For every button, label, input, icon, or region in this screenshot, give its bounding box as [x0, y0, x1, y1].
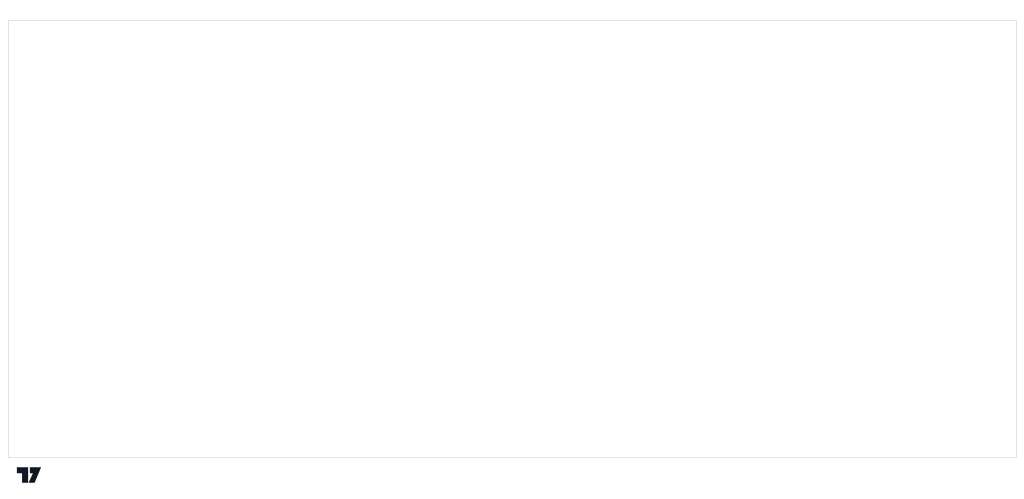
- tradingview-logo-icon[interactable]: [16, 465, 42, 485]
- rsi-legend-row[interactable]: [15, 389, 50, 403]
- volume-legend-row[interactable]: [15, 42, 29, 56]
- symbol-legend-row[interactable]: [15, 26, 57, 40]
- ema-legend-row[interactable]: [15, 58, 50, 72]
- chart-canvas[interactable]: [9, 21, 1016, 457]
- chart-widget: [8, 20, 1017, 458]
- footer: [16, 465, 49, 485]
